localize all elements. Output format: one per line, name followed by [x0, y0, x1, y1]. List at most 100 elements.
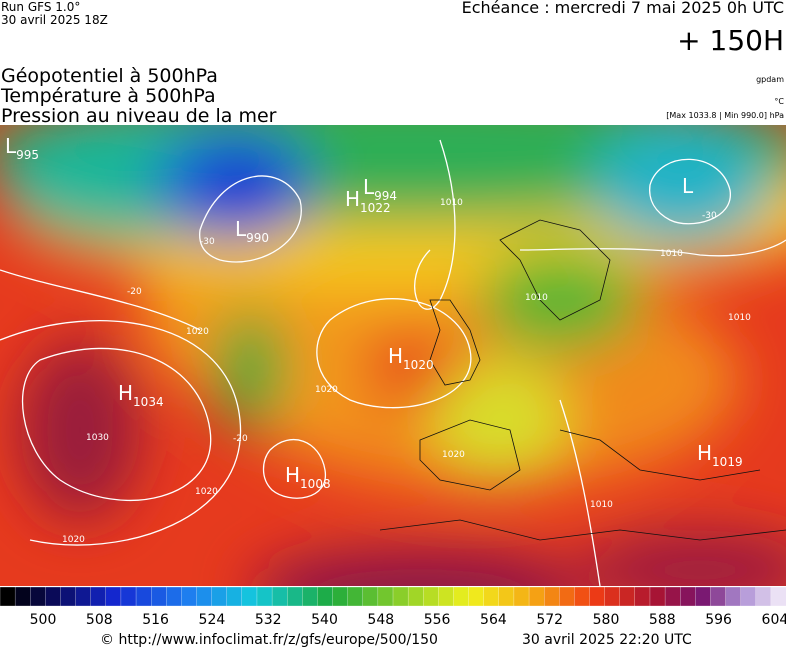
colorbar-label: 588: [649, 612, 676, 628]
colorbar-swatch: [196, 586, 213, 607]
contour-label: -20: [233, 434, 248, 444]
contour-label: 1020: [442, 450, 465, 460]
colorbar-swatch: [90, 586, 107, 607]
pressure-center: H1022: [345, 187, 391, 215]
unit-gpdam: gpdam: [756, 75, 784, 84]
colorbar-swatch: [559, 586, 576, 607]
center-value: 990: [246, 231, 269, 245]
center-type: H: [285, 463, 300, 487]
colorbar-swatch: [438, 586, 455, 607]
center-value: 1020: [403, 358, 434, 372]
run-label: Run GFS 1.0°: [1, 0, 80, 14]
center-value: 1008: [300, 477, 331, 491]
colorbar-swatch: [664, 586, 681, 607]
colorbar-swatch: [377, 586, 394, 607]
center-type: H: [345, 187, 360, 211]
colorbar-swatch: [680, 586, 696, 607]
contour-label: 1020: [62, 535, 85, 545]
colorbar-swatch: [302, 586, 319, 607]
colorbar-swatch: [362, 586, 379, 607]
colorbar-label: 540: [311, 612, 338, 628]
colorbar-swatch: [695, 586, 712, 607]
contour-label: 1030: [86, 433, 109, 443]
isobars: [0, 139, 786, 586]
field-title: Température à 500hPa: [0, 85, 216, 107]
center-type: L: [235, 217, 247, 241]
colorbar-swatch: [135, 586, 152, 607]
pressure-center: L995: [5, 134, 39, 162]
center-type: L: [363, 175, 375, 199]
colorbar-swatch: [0, 586, 16, 607]
colorbar-swatch: [649, 586, 666, 607]
colorbar-swatch: [211, 586, 228, 607]
colorbar-swatch: [166, 586, 183, 607]
colorbar-label: 604: [762, 612, 786, 628]
colorbar-swatch: [619, 586, 636, 607]
echeance: Echéance : mercredi 7 mai 2025 0h UTC: [462, 0, 784, 17]
colorbar-swatch: [151, 586, 167, 607]
contour-label: 1020: [315, 385, 338, 395]
colorbar-swatch: [256, 586, 273, 607]
pressure-center: L: [682, 174, 694, 198]
colorbar-swatch: [498, 586, 515, 607]
pressure-center: H1019: [697, 441, 743, 469]
center-type: H: [388, 344, 403, 368]
contour-label: 1010: [660, 249, 683, 259]
colorbar-swatch: [574, 586, 591, 607]
colorbar-label: 532: [255, 612, 282, 628]
colorbar-swatch: [423, 586, 439, 607]
colorbar-swatch: [241, 586, 258, 607]
contour-label: 1010: [728, 313, 751, 323]
colorbar-swatch: [105, 586, 122, 607]
contour-label: 1010: [525, 293, 548, 303]
colorbar-swatch: [755, 586, 772, 607]
center-type: L: [682, 174, 694, 198]
lead-time: + 150H: [677, 24, 784, 57]
center-type: H: [118, 381, 133, 405]
colorbar-swatch: [453, 586, 470, 607]
colorbar-label: 500: [30, 612, 57, 628]
colorbar-label: 508: [86, 612, 113, 628]
center-value: 1019: [712, 455, 743, 469]
colorbar-swatch: [317, 586, 334, 607]
unit-pressure: [Max 1033.8 | Min 990.0] hPa: [666, 111, 784, 120]
coastlines: [379, 219, 786, 541]
colorbar-swatch: [468, 586, 485, 607]
center-type: L: [5, 134, 17, 158]
colorbar-swatch: [75, 586, 92, 607]
colorbar-swatch: [710, 586, 727, 607]
colorbar-label: 580: [593, 612, 620, 628]
colorbar-swatch: [407, 586, 424, 607]
colorbar-swatch: [604, 586, 621, 607]
colorbar-label: 556: [424, 612, 451, 628]
colorbar-swatch: [528, 586, 545, 607]
colorbar-swatch: [287, 586, 303, 607]
contour-label: 1010: [590, 500, 613, 510]
colorbar-swatch: [483, 586, 500, 607]
colorbar-swatch: [347, 586, 364, 607]
unit-temp: °C: [774, 97, 784, 106]
colorbar-swatch: [725, 586, 742, 607]
center-value: 1022: [360, 201, 391, 215]
pressure-center: H1020: [388, 344, 434, 372]
colorbar-swatch: [226, 586, 243, 607]
pressure-center: H1008: [285, 463, 331, 491]
colorbar-swatch: [332, 586, 349, 607]
field-title: Pression au niveau de la mer: [1, 105, 277, 127]
center-value: 1034: [133, 395, 164, 409]
colorbar-swatch: [634, 586, 651, 607]
center-value: 994: [374, 189, 397, 203]
colorbar-label: 524: [199, 612, 226, 628]
run-date: 30 avril 2025 18Z: [1, 13, 108, 27]
colorbar-swatch: [45, 586, 62, 607]
field-title: Géopotentiel à 500hPa: [1, 65, 218, 87]
colorbar-swatch: [271, 586, 288, 607]
colorbar-label: 564: [480, 612, 507, 628]
colorbar-swatch: [544, 586, 560, 607]
colorbar-swatch: [513, 586, 530, 607]
colorbar-swatch: [14, 586, 31, 607]
colorbar-swatch: [120, 586, 137, 607]
colorbar-label: 548: [367, 612, 394, 628]
